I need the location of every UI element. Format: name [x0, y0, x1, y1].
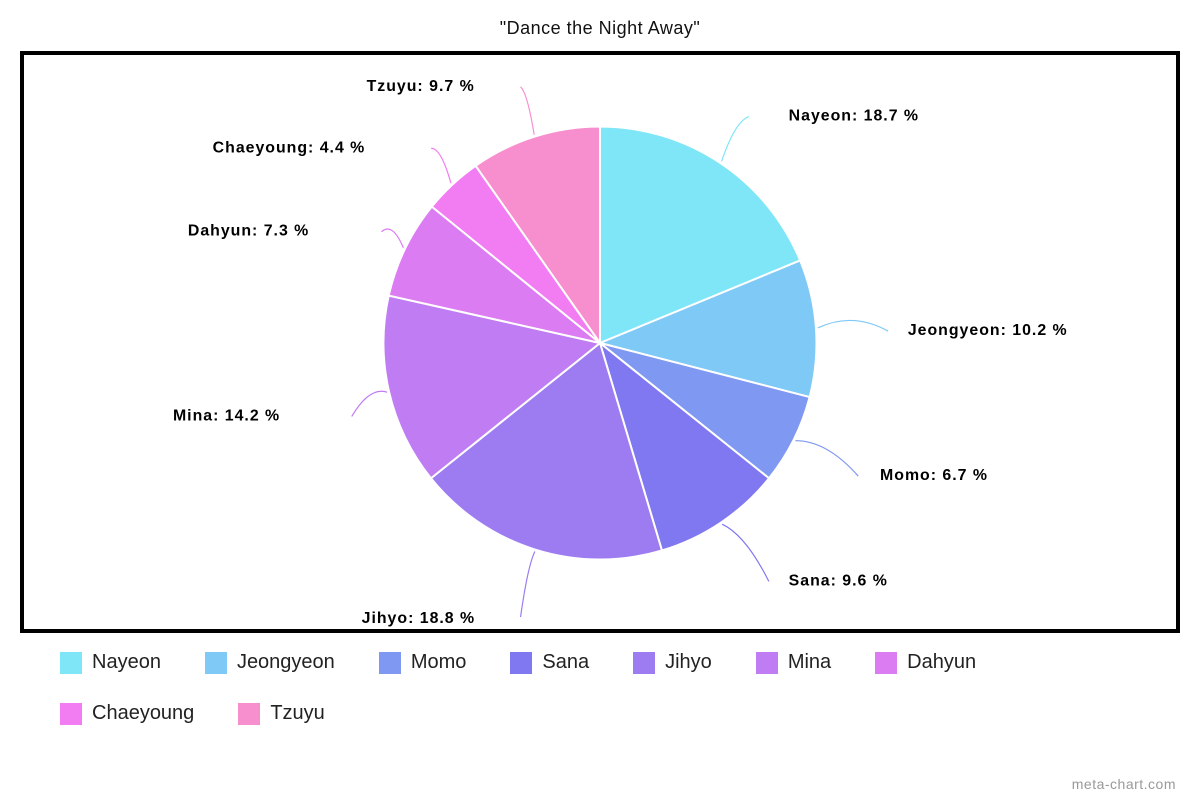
legend-item-dahyun: Dahyun	[875, 651, 976, 674]
legend-item-jeongyeon: Jeongyeon	[205, 651, 335, 674]
legend: Nayeon Jeongyeon Momo Sana Jihyo Mina Dahyun Ch…	[60, 651, 1140, 725]
legend-item-momo: Momo	[379, 651, 467, 674]
leader-line	[352, 391, 387, 416]
leader-line	[521, 552, 535, 618]
pie-chart: Nayeon: 18.7 % Jeongyeon: 10.2 % Momo: 6.7…	[24, 55, 1176, 633]
legend-swatch	[756, 652, 778, 674]
slice-label-jeongyeon: Jeongyeon: 10.2 %	[908, 322, 1068, 339]
slice-label-chaeyoung: Chaeyoung: 4.4 %	[213, 139, 366, 156]
legend-swatch	[875, 652, 897, 674]
legend-item-chaeyoung: Chaeyoung	[60, 702, 194, 725]
slice-label-nayeon: Nayeon: 18.7 %	[789, 108, 919, 125]
legend-label: Dahyun	[907, 651, 976, 674]
legend-swatch	[60, 652, 82, 674]
leader-line	[722, 117, 749, 162]
legend-label: Mina	[788, 651, 831, 674]
legend-label: Nayeon	[92, 651, 161, 674]
watermark: meta-chart.com	[1072, 776, 1176, 792]
leader-line	[818, 320, 888, 331]
legend-swatch	[60, 703, 82, 725]
slice-label-sana: Sana: 9.6 %	[789, 572, 888, 589]
leader-line	[382, 229, 404, 248]
slice-label-mina: Mina: 14.2 %	[173, 407, 280, 424]
leader-line	[431, 148, 451, 183]
legend-item-nayeon: Nayeon	[60, 651, 161, 674]
slice-label-tzuyu: Tzuyu: 9.7 %	[367, 78, 475, 95]
slice-label-dahyun: Dahyun: 7.3 %	[188, 223, 309, 240]
legend-item-jihyo: Jihyo	[633, 651, 712, 674]
legend-swatch	[205, 652, 227, 674]
legend-swatch	[633, 652, 655, 674]
legend-label: Jihyo	[665, 651, 712, 674]
slice-label-jihyo: Jihyo: 18.8 %	[362, 610, 476, 627]
leader-line	[521, 87, 535, 135]
legend-swatch	[238, 703, 260, 725]
legend-item-sana: Sana	[510, 651, 589, 674]
chart-frame: Nayeon: 18.7 % Jeongyeon: 10.2 % Momo: 6.7…	[20, 51, 1180, 633]
legend-label: Momo	[411, 651, 467, 674]
leader-line	[722, 524, 769, 581]
legend-swatch	[379, 652, 401, 674]
leader-line	[795, 441, 858, 476]
legend-label: Chaeyoung	[92, 702, 194, 725]
legend-label: Sana	[542, 651, 589, 674]
legend-item-mina: Mina	[756, 651, 831, 674]
legend-swatch	[510, 652, 532, 674]
legend-label: Tzuyu	[270, 702, 324, 725]
slice-label-momo: Momo: 6.7 %	[880, 467, 988, 484]
chart-title: "Dance the Night Away"	[0, 0, 1200, 51]
legend-item-tzuyu: Tzuyu	[238, 702, 324, 725]
legend-label: Jeongyeon	[237, 651, 335, 674]
